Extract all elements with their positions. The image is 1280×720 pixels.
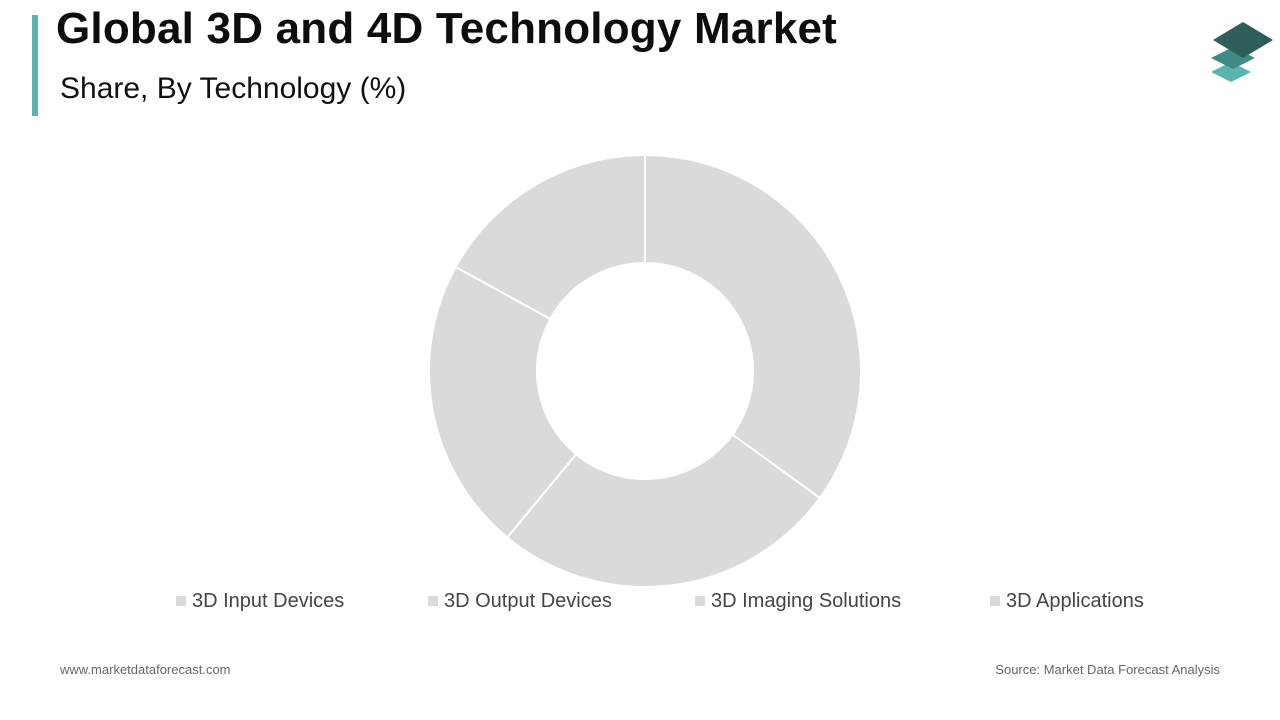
page-title: Global 3D and 4D Technology Market: [56, 4, 838, 53]
stacked-layers-icon: [1211, 22, 1273, 82]
legend-label: 3D Input Devices: [192, 589, 345, 612]
donut-slice-3d-applications: [454, 153, 646, 321]
donut-slice-3d-input-devices: [644, 153, 862, 500]
legend-item-3d-applications: 3D Applications: [990, 589, 1144, 613]
legend-item-3d-imaging-solutions: 3D Imaging Solutions: [695, 589, 901, 613]
footer-website: www.marketdataforecast.com: [60, 662, 231, 677]
donut-slice-3d-output-devices: [505, 433, 822, 588]
legend-swatch: [428, 596, 438, 606]
legend-item-3d-output-devices: 3D Output Devices: [428, 589, 612, 613]
legend-label: 3D Output Devices: [444, 589, 612, 612]
legend-swatch: [990, 596, 1000, 606]
legend-swatch: [176, 596, 186, 606]
legend-swatch: [695, 596, 705, 606]
title-accent-bar: [32, 15, 38, 116]
page-subtitle: Share, By Technology (%): [60, 72, 407, 105]
logo-layer-top: [1213, 22, 1273, 58]
donut-slices: [428, 153, 862, 588]
legend-label: 3D Applications: [1006, 589, 1144, 612]
logo-layer-bottom: [1211, 62, 1251, 82]
donut-slice-3d-imaging-solutions: [428, 265, 578, 539]
legend-label: 3D Imaging Solutions: [711, 589, 902, 612]
legend-item-3d-input-devices: 3D Input Devices: [176, 589, 344, 613]
footer-source: Source: Market Data Forecast Analysis: [995, 662, 1220, 677]
